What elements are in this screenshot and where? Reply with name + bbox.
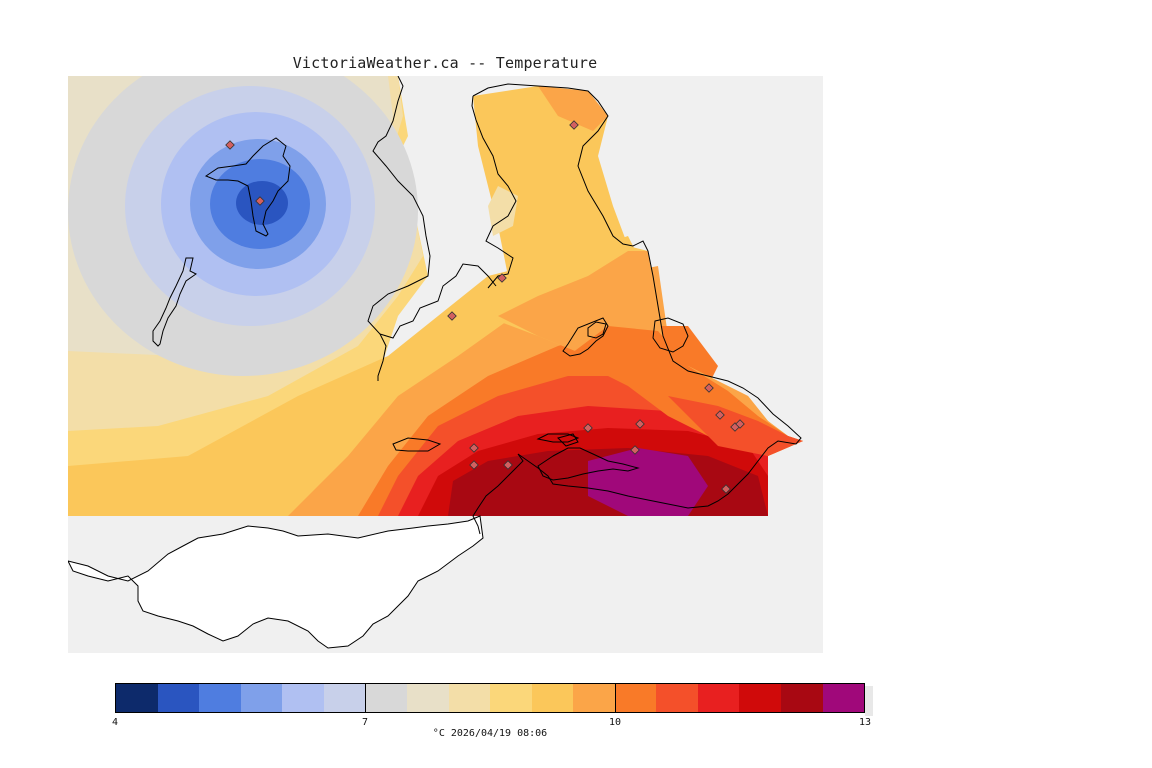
colorbar-cell <box>116 684 158 712</box>
station-marker <box>630 445 640 455</box>
colorbar-tick-label: 7 <box>361 717 369 728</box>
colorbar-shadow <box>865 686 873 716</box>
colorbar-cell <box>656 684 698 712</box>
weather-stations <box>225 120 745 494</box>
colorbar-caption: °C 2026/04/19 08:06 <box>432 728 548 739</box>
colorbar-tick-label: 10 <box>608 717 622 728</box>
station-marker <box>721 484 731 494</box>
station-marker <box>255 196 265 206</box>
colorbar-cell <box>614 684 657 712</box>
colorbar-cell <box>822 684 865 712</box>
coastlines <box>152 76 802 535</box>
colorbar-cell <box>240 684 283 712</box>
colorbar-cell <box>739 684 781 712</box>
colorbar-cell <box>781 684 823 712</box>
colorbar <box>115 683 865 713</box>
station-marker <box>447 311 457 321</box>
station-marker <box>503 460 513 470</box>
station-marker <box>497 273 507 283</box>
station-marker <box>469 443 479 453</box>
colorbar-cell <box>490 684 532 712</box>
colorbar-cell <box>282 684 324 712</box>
no-data-land <box>68 515 484 649</box>
station-marker <box>569 120 579 130</box>
map-title: VictoriaWeather.ca -- Temperature <box>292 54 598 72</box>
colorbar-tick-label: 4 <box>111 717 119 728</box>
colorbar-cell <box>697 684 740 712</box>
colorbar-tick-mark <box>615 683 616 713</box>
colorbar-tick-mark <box>365 683 366 713</box>
colorbar-cell <box>199 684 241 712</box>
map-canvas <box>68 76 823 653</box>
colorbar-cell <box>448 684 491 712</box>
station-marker <box>704 383 714 393</box>
temperature-map <box>68 76 823 653</box>
station-marker <box>715 410 725 420</box>
colorbar-cell <box>531 684 574 712</box>
station-marker <box>225 140 235 150</box>
station-marker <box>735 419 745 429</box>
colorbar-cell <box>157 684 200 712</box>
colorbar-cell <box>365 684 407 712</box>
colorbar-cell <box>573 684 615 712</box>
colorbar-tick-label: 13 <box>858 717 872 728</box>
colorbar-cell <box>323 684 366 712</box>
colorbar-cell <box>406 684 449 712</box>
station-marker <box>583 423 593 433</box>
station-marker <box>469 460 479 470</box>
station-marker <box>635 419 645 429</box>
